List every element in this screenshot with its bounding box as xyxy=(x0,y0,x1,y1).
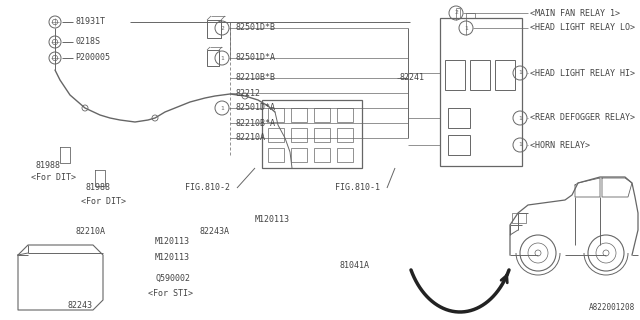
Text: 82501D*B: 82501D*B xyxy=(235,23,275,33)
Bar xyxy=(291,128,307,142)
Text: P200005: P200005 xyxy=(75,53,110,62)
Text: M120113: M120113 xyxy=(155,237,190,246)
Text: 81931T: 81931T xyxy=(75,18,105,27)
Text: 82212: 82212 xyxy=(235,89,260,98)
Text: 1: 1 xyxy=(220,106,224,110)
Text: FIG.810-2: FIG.810-2 xyxy=(185,183,230,193)
Text: <For DIT>: <For DIT> xyxy=(31,173,76,182)
Text: M120113: M120113 xyxy=(255,215,290,225)
Bar xyxy=(314,148,330,162)
Bar xyxy=(512,213,526,223)
Text: 82243A: 82243A xyxy=(200,228,230,236)
Text: M120113: M120113 xyxy=(155,253,190,262)
Bar xyxy=(207,50,219,66)
Text: 2: 2 xyxy=(220,26,224,30)
Bar xyxy=(337,128,353,142)
Bar xyxy=(291,148,307,162)
Text: FIG.810-1: FIG.810-1 xyxy=(335,183,380,193)
Bar xyxy=(314,128,330,142)
Bar xyxy=(268,108,284,122)
Text: 0218S: 0218S xyxy=(75,37,100,46)
Text: 82210A: 82210A xyxy=(75,228,105,236)
Text: 81988: 81988 xyxy=(85,183,110,193)
Text: 1: 1 xyxy=(518,142,522,148)
Bar xyxy=(495,60,515,90)
Text: 1: 1 xyxy=(518,70,522,76)
Text: 82210B*B: 82210B*B xyxy=(235,74,275,83)
Bar xyxy=(470,60,490,90)
Bar xyxy=(440,18,522,166)
Bar xyxy=(268,128,284,142)
Bar xyxy=(448,135,470,155)
Text: 82501D*A: 82501D*A xyxy=(235,103,275,113)
Text: <MAIN FAN RELAY 1>: <MAIN FAN RELAY 1> xyxy=(530,9,620,18)
Bar xyxy=(337,108,353,122)
Text: <HORN RELAY>: <HORN RELAY> xyxy=(530,140,590,149)
Text: <REAR DEFOGGER RELAY>: <REAR DEFOGGER RELAY> xyxy=(530,114,635,123)
Bar xyxy=(291,108,307,122)
Text: 1: 1 xyxy=(518,116,522,121)
Text: 82210B*A: 82210B*A xyxy=(235,118,275,127)
Text: A822001208: A822001208 xyxy=(589,303,635,312)
Text: 82501D*A: 82501D*A xyxy=(235,53,275,62)
Text: 1: 1 xyxy=(220,55,224,60)
Bar xyxy=(314,108,330,122)
Text: 82243: 82243 xyxy=(68,300,93,309)
Text: <For DIT>: <For DIT> xyxy=(81,196,126,205)
Text: 82210A: 82210A xyxy=(235,133,265,142)
Text: Q590002: Q590002 xyxy=(155,274,190,283)
Text: 1: 1 xyxy=(464,26,468,30)
Bar xyxy=(262,100,362,168)
Bar xyxy=(268,148,284,162)
Bar xyxy=(445,60,465,90)
Text: 81041A: 81041A xyxy=(340,260,370,269)
Text: 2: 2 xyxy=(454,11,458,15)
Text: <For STI>: <For STI> xyxy=(148,290,193,299)
Bar xyxy=(448,108,470,128)
Text: 81988: 81988 xyxy=(35,161,60,170)
Text: <HEAD LIGHT RELAY HI>: <HEAD LIGHT RELAY HI> xyxy=(530,68,635,77)
Text: 82241: 82241 xyxy=(399,74,424,83)
Bar xyxy=(207,20,221,38)
Text: <HEAD LIGHT RELAY LO>: <HEAD LIGHT RELAY LO> xyxy=(530,23,635,33)
Bar xyxy=(337,148,353,162)
